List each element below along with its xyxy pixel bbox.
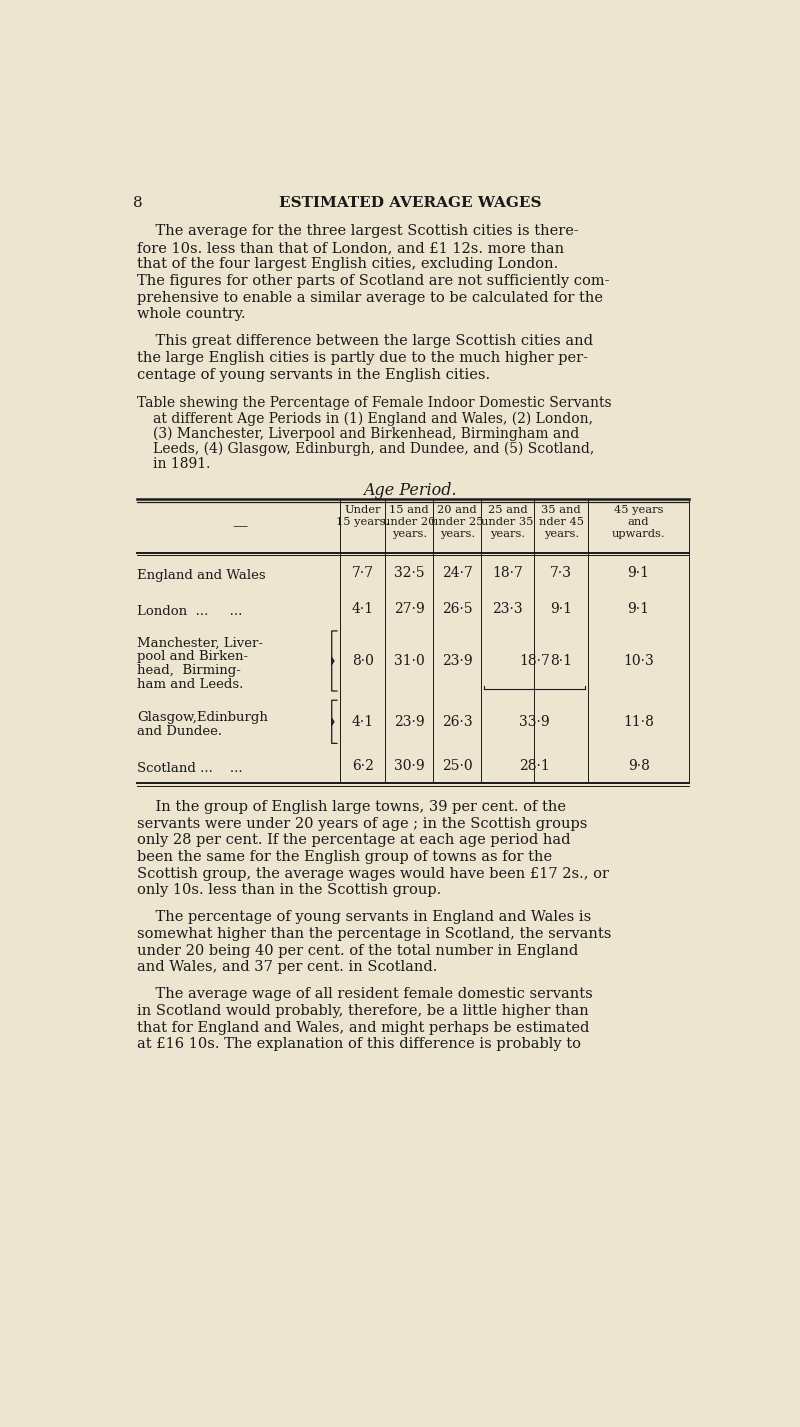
Text: only 28 per cent. If the percentage at each age period had: only 28 per cent. If the percentage at e… [138,833,570,848]
Text: in Scotland would probably, therefore, be a little higher than: in Scotland would probably, therefore, b… [138,1005,589,1017]
Text: centage of young servants in the English cities.: centage of young servants in the English… [138,368,490,381]
Text: 18·7: 18·7 [492,567,523,581]
Text: 4·1: 4·1 [352,602,374,615]
Text: 7·7: 7·7 [352,567,374,581]
Text: whole country.: whole country. [138,307,246,321]
Text: In the group of English large towns, 39 per cent. of the: In the group of English large towns, 39 … [138,801,566,815]
Text: This great difference between the large Scottish cities and: This great difference between the large … [138,334,594,348]
Text: at different Age Periods in (1) England and Wales, (2) London,: at different Age Periods in (1) England … [153,411,593,425]
Text: Glasgow,Edinburgh: Glasgow,Edinburgh [138,711,268,723]
Text: 31·0: 31·0 [394,654,425,668]
Text: 23·9: 23·9 [394,715,425,729]
Text: 9·1: 9·1 [628,567,650,581]
Text: London  ...     ...: London ... ... [138,605,242,618]
Text: The percentage of young servants in England and Wales is: The percentage of young servants in Engl… [138,910,591,925]
Text: England and Wales: England and Wales [138,569,266,582]
Text: 10·3: 10·3 [623,654,654,668]
Text: 23·9: 23·9 [442,654,473,668]
Text: The figures for other parts of Scotland are not sufficiently com-: The figures for other parts of Scotland … [138,274,610,288]
Text: that for England and Wales, and might perhaps be estimated: that for England and Wales, and might pe… [138,1020,590,1035]
Text: 26·5: 26·5 [442,602,473,615]
Text: Under
15 years.: Under 15 years. [336,505,390,527]
Text: 9·1: 9·1 [550,602,572,615]
Text: (3) Manchester, Liverpool and Birkenhead, Birmingham and: (3) Manchester, Liverpool and Birkenhead… [153,427,579,441]
Text: 20 and
under 25
years.: 20 and under 25 years. [431,505,483,538]
Text: under 20 being 40 per cent. of the total number in England: under 20 being 40 per cent. of the total… [138,943,578,958]
Text: 23·3: 23·3 [492,602,523,615]
Text: The average wage of all resident female domestic servants: The average wage of all resident female … [138,987,593,1002]
Text: 6·2: 6·2 [352,759,374,772]
Text: ham and Leeds.: ham and Leeds. [138,678,243,691]
Text: Leeds, (4) Glasgow, Edinburgh, and Dundee, and (5) Scotland,: Leeds, (4) Glasgow, Edinburgh, and Dunde… [153,441,594,455]
Text: 4·1: 4·1 [352,715,374,729]
Text: Manchester, Liver-: Manchester, Liver- [138,636,263,649]
Text: 9·8: 9·8 [628,759,650,772]
Text: at £16 10s. The explanation of this difference is probably to: at £16 10s. The explanation of this diff… [138,1037,581,1052]
Text: 30·9: 30·9 [394,759,425,772]
Text: 24·7: 24·7 [442,567,473,581]
Text: been the same for the English group of towns as for the: been the same for the English group of t… [138,850,552,863]
Text: fore 10s. less than that of London, and £1 12s. more than: fore 10s. less than that of London, and … [138,241,564,255]
Text: 8·1: 8·1 [550,654,572,668]
Text: 18·7: 18·7 [519,654,550,668]
Text: 27·9: 27·9 [394,602,425,615]
Text: 28·1: 28·1 [519,759,550,772]
Text: 33·9: 33·9 [519,715,550,729]
Text: the large English cities is partly due to the much higher per-: the large English cities is partly due t… [138,351,588,365]
Text: 35 and
nder 45
years.: 35 and nder 45 years. [538,505,584,538]
Text: and Wales, and 37 per cent. in Scotland.: and Wales, and 37 per cent. in Scotland. [138,960,438,975]
Text: —: — [232,519,247,534]
Text: 32·5: 32·5 [394,567,425,581]
Text: The average for the three largest Scottish cities is there-: The average for the three largest Scotti… [138,224,579,238]
Text: Scotland ...    ...: Scotland ... ... [138,762,243,775]
Text: 25·0: 25·0 [442,759,473,772]
Text: 45 years
and
upwards.: 45 years and upwards. [612,505,666,538]
Text: and Dundee.: and Dundee. [138,725,222,738]
Text: pool and Birken-: pool and Birken- [138,651,248,664]
Text: servants were under 20 years of age ; in the Scottish groups: servants were under 20 years of age ; in… [138,816,587,831]
Text: ESTIMATED AVERAGE WAGES: ESTIMATED AVERAGE WAGES [278,195,542,210]
Text: 15 and
under 20
years.: 15 and under 20 years. [383,505,435,538]
Text: 11·8: 11·8 [623,715,654,729]
Text: 8·0: 8·0 [352,654,374,668]
Text: 8: 8 [133,195,142,210]
Text: Scottish group, the average wages would have been £17 2s., or: Scottish group, the average wages would … [138,866,610,880]
Text: 25 and
under 35
years.: 25 and under 35 years. [482,505,534,538]
Text: that of the four largest English cities, excluding London.: that of the four largest English cities,… [138,257,558,271]
Text: in 1891.: in 1891. [153,457,210,471]
Text: 7·3: 7·3 [550,567,572,581]
Text: 26·3: 26·3 [442,715,473,729]
Text: head,  Birming-: head, Birming- [138,664,241,676]
Text: Age Period.: Age Period. [363,482,457,499]
Text: prehensive to enable a similar average to be calculated for the: prehensive to enable a similar average t… [138,291,603,304]
Text: only 10s. less than in the Scottish group.: only 10s. less than in the Scottish grou… [138,883,442,898]
Text: somewhat higher than the percentage in Scotland, the servants: somewhat higher than the percentage in S… [138,928,611,940]
Text: Table shewing the Percentage of Female Indoor Domestic Servants: Table shewing the Percentage of Female I… [138,397,612,411]
Text: 9·1: 9·1 [628,602,650,615]
